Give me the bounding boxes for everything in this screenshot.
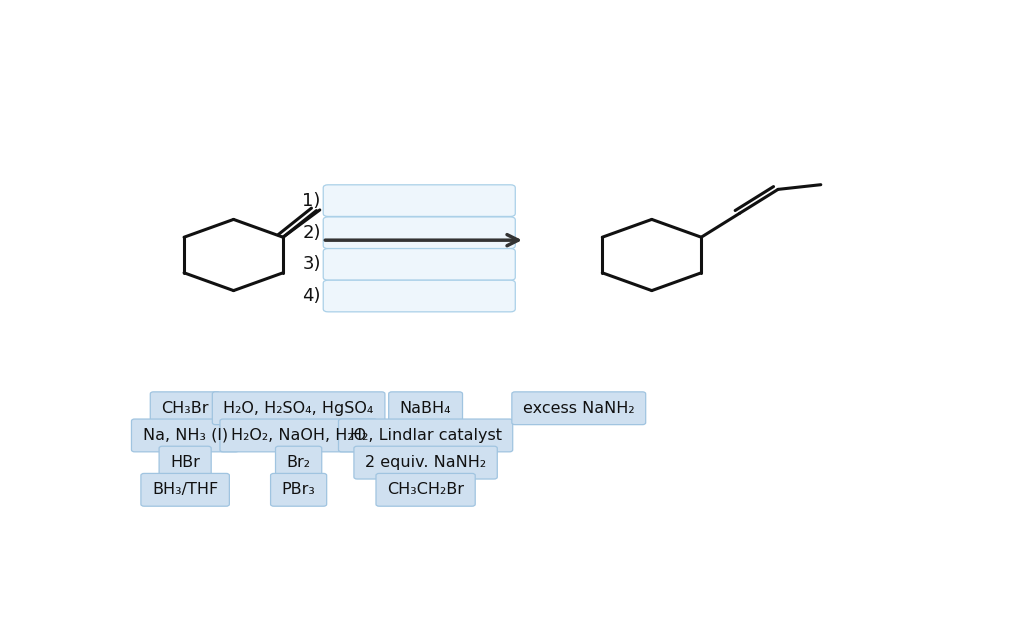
Text: BH₃/THF: BH₃/THF	[152, 482, 218, 498]
Text: Br₂: Br₂	[287, 455, 310, 470]
Text: PBr₃: PBr₃	[282, 482, 315, 498]
FancyBboxPatch shape	[324, 280, 515, 312]
FancyBboxPatch shape	[339, 419, 513, 452]
FancyBboxPatch shape	[376, 473, 475, 506]
FancyBboxPatch shape	[131, 419, 239, 452]
FancyBboxPatch shape	[159, 446, 211, 479]
Text: 2 equiv. NaNH₂: 2 equiv. NaNH₂	[365, 455, 486, 470]
Text: NaBH₄: NaBH₄	[399, 401, 452, 416]
Text: 4): 4)	[302, 287, 321, 305]
FancyBboxPatch shape	[389, 392, 463, 424]
Text: H₂O₂, NaOH, H₂O: H₂O₂, NaOH, H₂O	[231, 428, 367, 443]
FancyBboxPatch shape	[151, 392, 220, 424]
Text: 3): 3)	[302, 256, 321, 273]
Text: H₂O, H₂SO₄, HgSO₄: H₂O, H₂SO₄, HgSO₄	[223, 401, 374, 416]
Text: HBr: HBr	[170, 455, 200, 470]
Text: H₂, Lindlar catalyst: H₂, Lindlar catalyst	[349, 428, 502, 443]
FancyBboxPatch shape	[512, 392, 646, 424]
Text: Na, NH₃ (l): Na, NH₃ (l)	[142, 428, 227, 443]
Text: 2): 2)	[302, 224, 321, 242]
Text: excess NaNH₂: excess NaNH₂	[523, 401, 635, 416]
FancyBboxPatch shape	[354, 446, 498, 479]
Text: CH₃Br: CH₃Br	[162, 401, 209, 416]
FancyBboxPatch shape	[270, 473, 327, 506]
FancyBboxPatch shape	[212, 392, 385, 424]
FancyBboxPatch shape	[141, 473, 229, 506]
FancyBboxPatch shape	[220, 419, 377, 452]
Text: CH₃CH₂Br: CH₃CH₂Br	[387, 482, 464, 498]
FancyBboxPatch shape	[275, 446, 322, 479]
FancyBboxPatch shape	[324, 217, 515, 248]
FancyBboxPatch shape	[324, 185, 515, 216]
FancyBboxPatch shape	[324, 248, 515, 280]
Text: 1): 1)	[302, 191, 321, 210]
